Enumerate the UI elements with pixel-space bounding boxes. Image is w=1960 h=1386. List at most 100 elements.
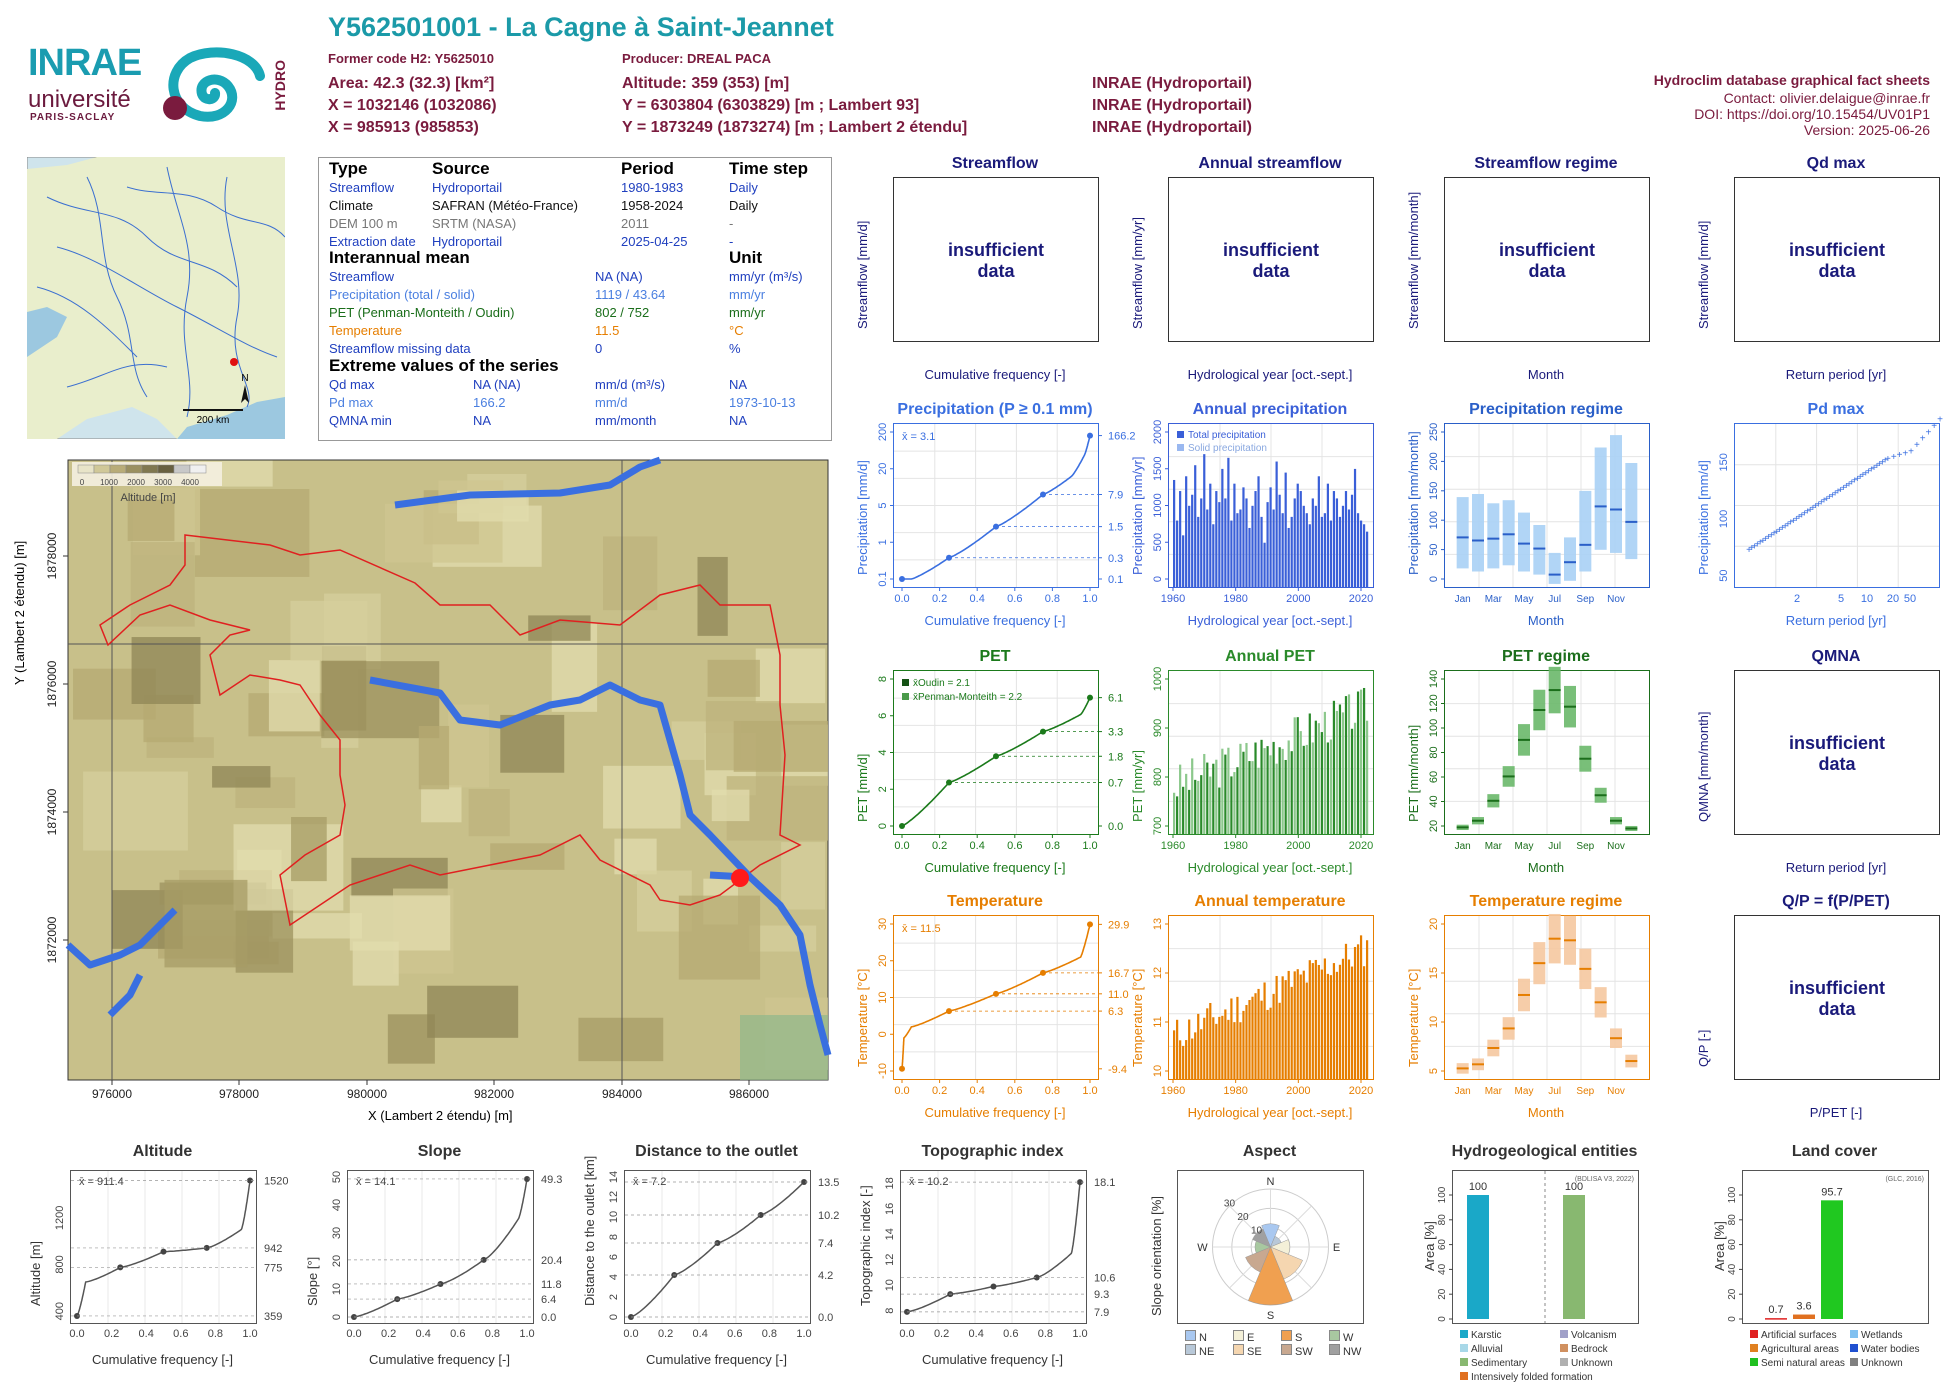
distance-ytick: 8 [608,1234,620,1240]
annual_temp-bar [1227,1019,1230,1079]
slope-right-tick: 20.4 [541,1255,562,1267]
temp_cdf-right-tick: 29.9 [1108,919,1129,931]
map-ytick: 1872000 [45,916,59,963]
pd-max-point: + [1920,434,1926,445]
qmna-panel: insufficient data [1734,670,1940,835]
pd-max-point: + [1807,505,1813,516]
annual_precip-bar [1239,509,1242,587]
annual_pet-bar [1365,720,1369,834]
annual_pet-ytick: 900 [1152,719,1164,737]
landcover-ylabel: Area [%] [1712,1221,1727,1271]
annual_pet-bar [1206,762,1209,834]
annual-precip-legend-entry: Solid precipitation [1188,443,1267,454]
pd-max-point: + [1785,519,1791,530]
aspect-legend-label: SW [1295,1346,1313,1358]
qd_max-message: insufficient data [1788,240,1885,281]
precip_cdf-extreme-point [1087,432,1093,439]
annual_temp-bar [1308,960,1311,1079]
annual_pet-panel: 700 800 900 1000 1960 1980 2000 2020 [1152,667,1374,852]
annual_pet-xlabel: Hydrological year [oct.-sept.] [1187,860,1353,875]
annual_precip-xtick: 1980 [1223,593,1247,605]
temp_cdf-xtick: 1.0 [1082,1085,1097,1097]
pd-max-point: + [1937,415,1943,426]
topo-xlabel: Cumulative frequency [-] [922,1352,1063,1367]
annual_precip-ytick: 0 [1152,576,1164,582]
landcover-ytick: 20 [1727,1288,1738,1300]
aspect-legend-swatch [1329,1344,1340,1355]
annual_temp-bar [1245,1005,1248,1079]
annual_precip-bar [1173,479,1176,587]
slope-xtick: 0.2 [381,1328,396,1340]
annual_precip-bar [1302,505,1305,587]
annual_precip-bar [1176,520,1179,587]
annual_temp-bar [1302,970,1305,1079]
annual_pet-bar [1335,710,1339,834]
precip_regime-ytick: 200 [1428,452,1440,470]
annual_precip-bar [1242,487,1245,587]
streamflow-ylabel: Streamflow [mm/d] [855,220,870,329]
temp_cdf-xtick: 0.4 [970,1085,985,1097]
pet_cdf-xtick: 0.2 [932,840,947,852]
slope-ytick: 30 [331,1227,343,1239]
annual_precip-bar [1245,498,1248,587]
distance-ytick: 14 [608,1171,620,1183]
annual_temp-bar [1290,986,1293,1079]
annual_pet-bar [1182,786,1185,834]
slope-xlabel: Cumulative frequency [-] [369,1352,510,1367]
annual_temp-ytick: 10 [1152,1065,1164,1077]
annual_precip-bar [1365,531,1369,587]
annual_pet-ylabel: PET [mm/yr] [1130,749,1145,822]
aspect-legend-label: W [1343,1332,1354,1344]
pet_regime-ytick: 140 [1428,670,1440,688]
altitude-right-tick: 1520 [264,1176,288,1188]
annual_streamflow-title: Annual streamflow [1198,155,1342,172]
precip_cdf-ytick: 200 [877,423,889,441]
streamflow_regime-panel: insufficient data [1444,177,1650,342]
landcover-legend-swatch [1750,1330,1758,1338]
qmna-ylabel: QMNA [mm/month] [1696,710,1711,822]
aspect-ring-label: 10 [1251,1225,1263,1236]
precip_regime-box [1594,447,1607,550]
annual_precip-bar [1269,487,1272,587]
aspect-ylabel: Slope orientation [%] [1149,1196,1164,1316]
pd-max-point: + [1891,452,1897,463]
pd-max-point: + [1882,456,1888,467]
landcover-legend-item: Wetlands [1850,1330,1903,1341]
topo-point [990,1283,997,1290]
map-legend-title: Altitude [m] [120,492,175,504]
aspect-legend-label: N [1199,1332,1207,1344]
precip_cdf-xlabel: Cumulative frequency [-] [924,613,1066,628]
map-xtick: 980000 [347,1087,387,1101]
annual_pet-bar [1350,728,1354,834]
annual_pet-bar [1257,767,1260,834]
altitude-right-tick: 359 [264,1311,282,1323]
precip_regime-box [1548,552,1561,584]
credits-contact[interactable]: Contact: olivier.delaigue@inrae.fr [1723,90,1930,106]
altitude-point [160,1248,167,1255]
hydrogeo-legend-swatch [1560,1358,1568,1366]
slope-panel: 49.3 20.4 11.8 6.4 0.0 0 10 20 30 40 50 0.0 0.2 0.4 0.… [331,1170,562,1340]
aspect-legend-swatch [1281,1330,1292,1341]
river-lines [65,456,832,1056]
precip_regime-ytick: 150 [1428,482,1440,500]
annual_precip-bar [1251,505,1254,587]
annual_precip-bar [1212,524,1215,587]
temp_regime-ytick: 10 [1428,1016,1440,1028]
annual_precip-bar [1248,527,1251,587]
pd-max-point: + [1827,492,1833,503]
pd-max-point: + [1782,521,1788,532]
annual_temp-xtick: 1960 [1161,1085,1185,1097]
info-type-cell: Climate [329,198,374,213]
credits-doi[interactable]: DOI: https://doi.org/10.15454/UV01P1 [1694,106,1930,122]
temp_cdf-xtick: 0.2 [932,1085,947,1097]
annual_temp-bar [1365,940,1369,1079]
annual_pet-bar [1305,744,1308,834]
precip_cdf-xtick: 1.0 [1082,593,1097,605]
info-header-extreme: Extreme values of the series [329,356,559,375]
annual_pet-bar [1245,742,1248,834]
annual_temp-bar [1176,1019,1179,1079]
pd-max-point: + [1843,481,1849,492]
temp_regime-month-tick: Sep [1576,1086,1594,1097]
qmna-xlabel: Return period [yr] [1785,860,1887,875]
annual_pet-xtick: 1980 [1223,840,1247,852]
